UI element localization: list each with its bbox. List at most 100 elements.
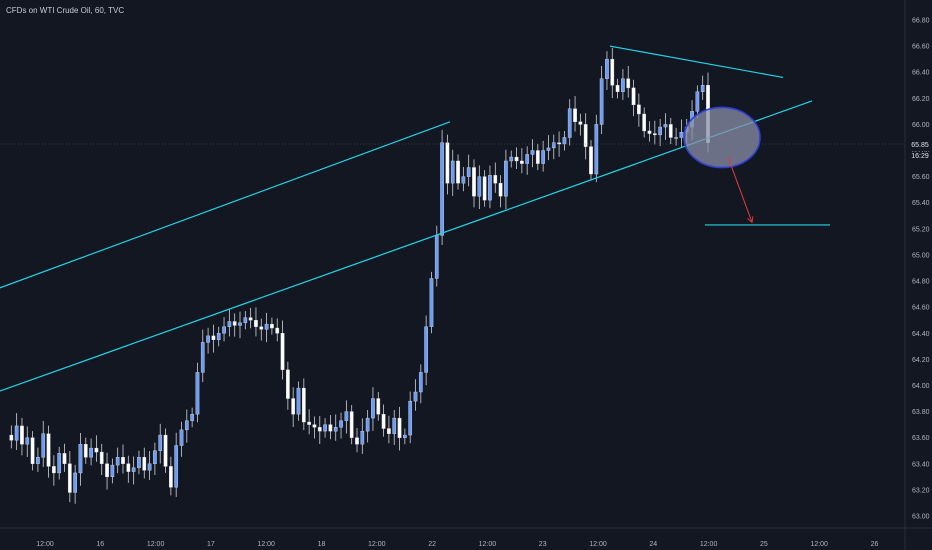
countdown-tag: 16:29 [908,152,932,162]
bear-candle [397,417,402,438]
time-tick-label: 12:00 [36,541,54,548]
resistance-trendline [609,45,784,79]
bear-candle [376,398,381,415]
time-tick-label: 12:00 [257,541,275,548]
bear-candle [514,156,519,162]
price-tick-label: 66.80 [912,18,930,25]
price-tick-label: 64.00 [912,383,930,390]
bear-candle [62,453,67,464]
bull-candle [184,420,189,431]
bull-candle [450,160,455,184]
bull-candle [679,132,684,138]
bear-candle [83,444,88,458]
bear-candle [30,437,35,464]
price-tick-label: 63.20 [912,487,930,494]
bear-candle [232,321,237,326]
bull-candle [434,235,439,279]
price-tick-label: 65.20 [912,226,930,233]
bull-candle [174,445,179,488]
price-tick-label: 63.40 [912,461,930,468]
bull-candle [14,425,19,441]
price-tick-label: 63.80 [912,409,930,416]
bear-candle [493,175,498,184]
bull-candle [365,417,370,432]
bear-candle [275,327,280,334]
bull-candle [658,126,662,136]
bull-candle [73,472,77,493]
time-tick-label: 12:00 [147,541,165,548]
bear-candle [456,160,460,184]
bull-candle [344,411,349,421]
bull-candle [392,417,397,434]
bull-candle [110,464,115,478]
bull-candle [137,457,141,468]
bull-candle [36,457,40,464]
price-tick-label: 64.60 [912,305,930,312]
price-tick-label: 66.20 [912,96,930,103]
price-tick-label: 66.00 [912,122,930,129]
bear-candle [557,142,561,145]
bull-candle [509,156,514,162]
current-price-tag: 65.85 [908,141,932,151]
breakout-zone-ellipse [683,106,761,169]
bear-candle [301,387,306,423]
bear-candle [482,176,487,201]
time-axis[interactable]: 12:00 16 12:00 17 12:00 18 12:00 22 12:00 23 12:00… [36,541,878,548]
bull-candle [57,453,62,474]
bear-candle [317,427,322,432]
bull-candle [323,424,327,432]
bull-candle [238,322,242,326]
target-arrow [727,156,753,223]
bear-candle [589,146,593,175]
bull-candle [621,78,625,92]
bull-candle [131,467,136,472]
bull-candle [418,372,423,393]
bear-candle [9,434,14,441]
bull-candle [429,278,434,327]
time-tick-label: 12:00 [368,541,386,548]
price-tick-label: 64.40 [912,331,930,338]
bull-candle [599,78,604,125]
bull-candle [525,154,530,164]
bear-candle [520,160,524,164]
bear-candle [349,411,354,438]
bear-candle [626,78,631,89]
bear-candle [211,335,216,340]
bear-candle [121,457,125,464]
time-tick-label: 16 [96,541,104,548]
bull-candle [530,150,535,155]
candles [0,47,905,504]
bear-candle [254,320,258,327]
bear-candle [647,130,652,134]
price-tick-label: 64.20 [912,357,930,364]
bull-candle [25,437,30,445]
bear-candle [387,428,391,434]
bull-candle [408,400,413,436]
bear-candle [472,167,476,197]
bull-candle [195,372,200,415]
bull-candle [243,317,248,324]
bull-candle [567,108,572,138]
bull-candle [594,124,599,175]
target-arrow-head [747,216,754,224]
bear-candle [498,182,503,197]
price-tick-label: 66.60 [912,44,930,51]
bear-candle [142,457,147,471]
bear-candle [652,133,657,136]
bear-candle [259,326,264,330]
bear-candle [20,425,24,445]
bear-candle [291,398,296,415]
price-tick-label: 65.40 [912,200,930,207]
annotations [0,45,830,392]
bull-candle [333,427,338,432]
price-tick-label: 63.60 [912,435,930,442]
bull-candle [296,387,301,415]
bear-candle [642,113,647,132]
channel-lower-trendline [0,100,813,392]
chart-title: CFDs on WTI Crude Oil, 60, TVC [6,6,125,15]
bear-candle [578,121,583,125]
bull-candle [546,147,551,151]
price-axis[interactable]: 63.00 63.20 63.40 63.60 63.80 64.00 64.20 64.40… [912,18,930,521]
